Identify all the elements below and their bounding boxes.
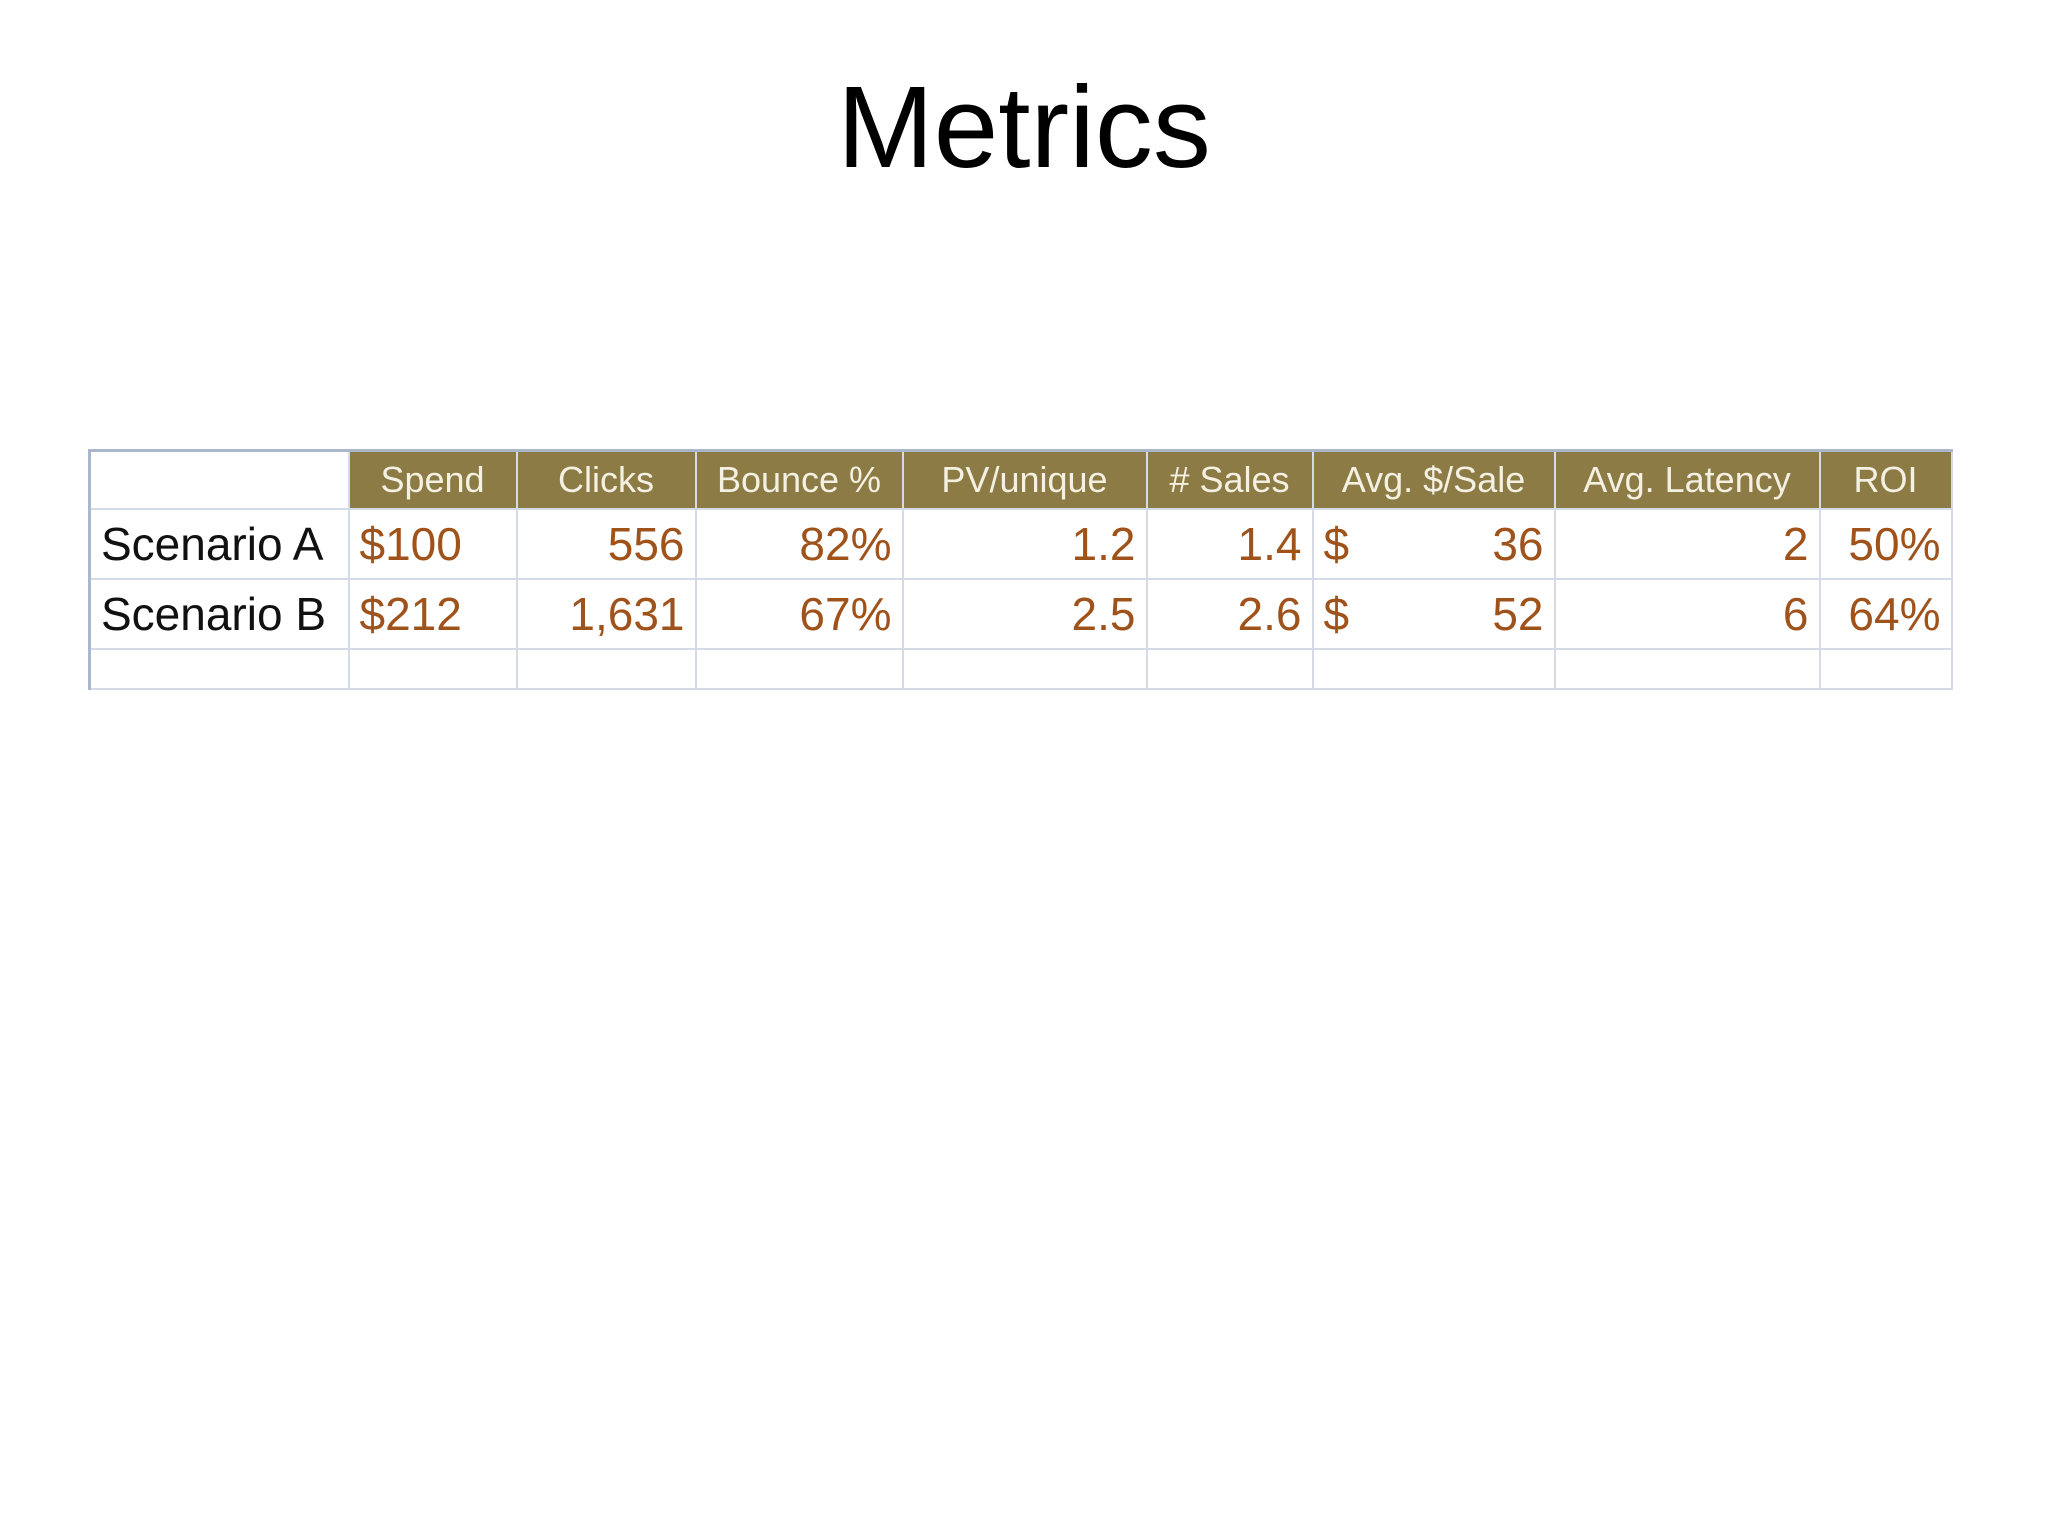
header-roi: ROI [1818, 449, 1953, 510]
header-sales: # Sales [1145, 449, 1314, 510]
cell-avg-latency: 6 [1553, 577, 1821, 650]
cell-sales: 2.6 [1145, 577, 1314, 650]
header-spend: Spend [347, 449, 518, 510]
slide-title: Metrics [837, 62, 1211, 192]
metrics-table-container: Spend Clicks Bounce % PV/unique # Sales … [88, 449, 1953, 690]
currency-symbol: $ [1323, 587, 1350, 640]
empty-cell [901, 647, 1148, 690]
empty-cell [1818, 647, 1953, 690]
cell-bounce: 82% [694, 507, 904, 580]
header-bounce: Bounce % [694, 449, 904, 510]
cell-avg-sale: $ 52 [1311, 577, 1556, 650]
cell-pv-unique: 2.5 [901, 577, 1148, 650]
avg-sale-value: 52 [1492, 587, 1544, 640]
cell-clicks: 556 [515, 507, 697, 580]
header-clicks: Clicks [515, 449, 697, 510]
table-row: Scenario A $100 556 82% 1.2 1.4 $ 36 2 5… [88, 507, 1953, 580]
cell-avg-latency: 2 [1553, 507, 1821, 580]
table-row: Scenario B $212 1,631 67% 2.5 2.6 $ 52 6… [88, 577, 1953, 650]
empty-cell [1145, 647, 1314, 690]
row-label: Scenario A [88, 507, 350, 580]
avg-sale-value: 36 [1492, 517, 1544, 570]
cell-roi: 64% [1818, 577, 1953, 650]
cell-pv-unique: 1.2 [901, 507, 1148, 580]
cell-bounce: 67% [694, 577, 904, 650]
metrics-table: Spend Clicks Bounce % PV/unique # Sales … [88, 449, 1953, 690]
table-header-row: Spend Clicks Bounce % PV/unique # Sales … [88, 449, 1953, 510]
header-corner-cell [88, 449, 350, 510]
empty-cell [88, 647, 350, 690]
cell-clicks: 1,631 [515, 577, 697, 650]
cell-sales: 1.4 [1145, 507, 1314, 580]
cell-avg-sale: $ 36 [1311, 507, 1556, 580]
header-avg-latency: Avg. Latency [1553, 449, 1821, 510]
empty-cell [1553, 647, 1821, 690]
currency-symbol: $ [1323, 517, 1350, 570]
table-row-empty [88, 647, 1953, 690]
empty-cell [1311, 647, 1556, 690]
header-avg-sale: Avg. $/Sale [1311, 449, 1556, 510]
row-label: Scenario B [88, 577, 350, 650]
header-pv-unique: PV/unique [901, 449, 1148, 510]
empty-cell [694, 647, 904, 690]
cell-spend: $212 [347, 577, 518, 650]
cell-roi: 50% [1818, 507, 1953, 580]
empty-cell [347, 647, 518, 690]
cell-spend: $100 [347, 507, 518, 580]
empty-cell [515, 647, 697, 690]
